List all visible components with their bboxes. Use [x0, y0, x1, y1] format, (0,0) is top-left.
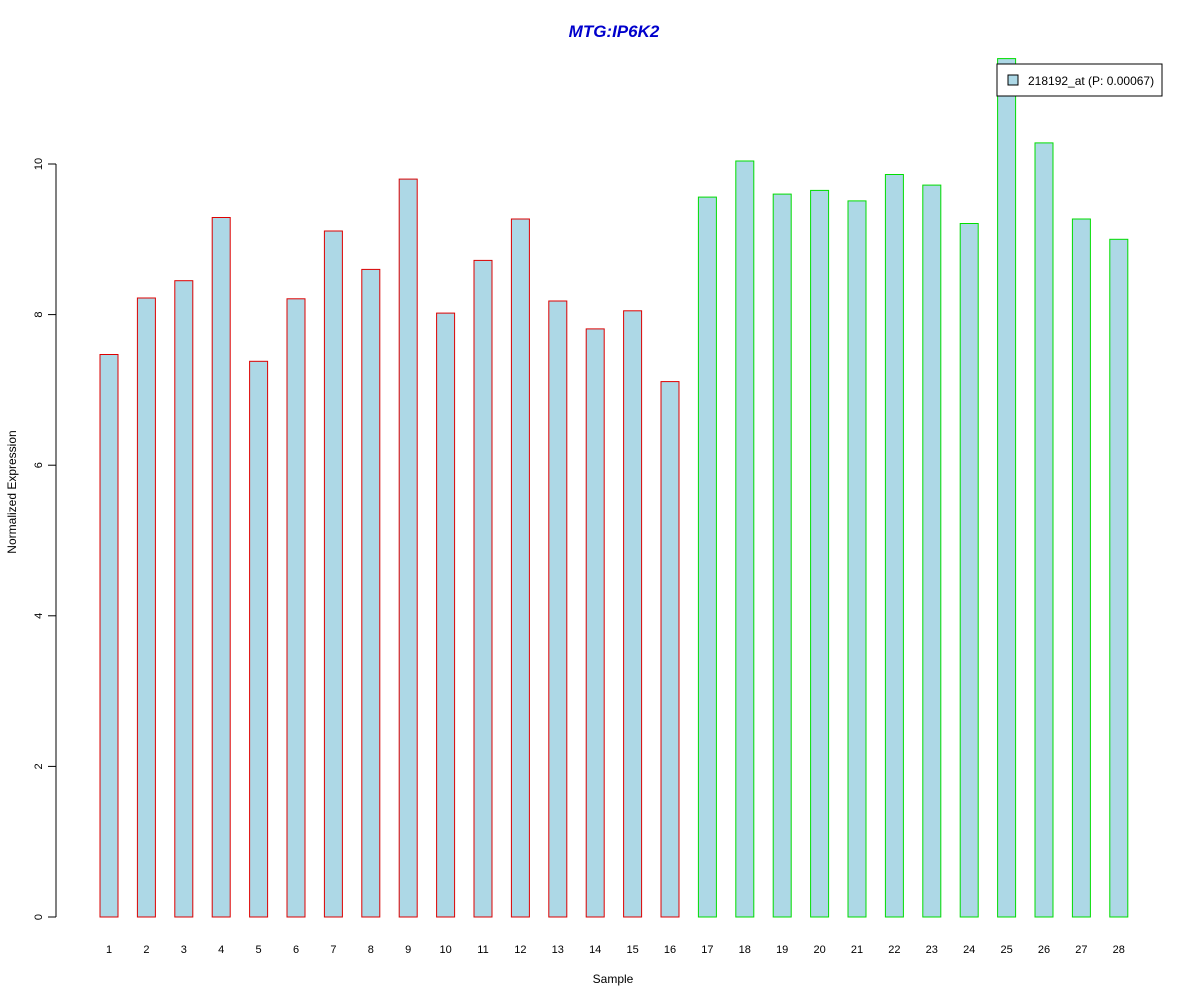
x-tick-label: 19 [776, 944, 788, 956]
bar-sample-25 [997, 58, 1017, 918]
chart-title: MTG:IP6K2 [569, 22, 660, 41]
bar-sample-10 [436, 312, 456, 918]
y-tick-label: 10 [33, 158, 45, 170]
x-tick-label: 23 [926, 944, 938, 956]
bar-sample-23 [922, 184, 942, 918]
x-tick-label: 1 [106, 944, 112, 956]
x-tick-label: 7 [330, 944, 336, 956]
x-tick-label: 10 [439, 944, 451, 956]
y-axis-title: Normalized Expression [5, 430, 19, 553]
bar-sample-16 [660, 381, 680, 918]
bar-sample-14 [585, 328, 605, 918]
bar-sample-27 [1071, 218, 1091, 918]
legend-entry-label: 218192_at (P: 0.00067) [1028, 74, 1154, 88]
y-tick-label: 4 [33, 613, 45, 619]
x-tick-label: 28 [1113, 944, 1125, 956]
x-tick-label: 27 [1075, 944, 1087, 956]
x-tick-label: 5 [256, 944, 262, 956]
bar-sample-6 [286, 298, 306, 918]
bars [99, 58, 1129, 918]
x-tick-labels: 1 2 3 4 5 6 7 8 9 10 11 12 13 14 15 16 17 18 19 20 21 22 23 24 2… [106, 944, 1125, 956]
x-tick-label: 18 [739, 944, 751, 956]
x-tick-label: 26 [1038, 944, 1050, 956]
bar-sample-8 [361, 268, 381, 918]
x-tick-label: 14 [589, 944, 601, 956]
bar-sample-15 [623, 310, 643, 918]
x-tick-label: 22 [888, 944, 900, 956]
bar-sample-13 [548, 300, 568, 918]
x-tick-label: 8 [368, 944, 374, 956]
x-axis-title: Sample [593, 972, 634, 986]
x-tick-label: 12 [514, 944, 526, 956]
bar-sample-17 [697, 196, 717, 918]
bar-sample-20 [810, 189, 830, 918]
legend-swatch [1007, 74, 1019, 86]
x-tick-label: 11 [477, 944, 488, 956]
y-tick-label: 8 [33, 312, 45, 318]
bar-sample-24 [959, 223, 979, 918]
y-tick-label: 2 [33, 763, 45, 769]
y-tick-label: 0 [33, 914, 45, 920]
x-tick-label: 21 [851, 944, 863, 956]
legend: 218192_at (P: 0.00067) [996, 63, 1163, 97]
y-tick-label: 6 [33, 462, 45, 468]
x-tick-label: 2 [143, 944, 149, 956]
x-tick-label: 17 [701, 944, 713, 956]
bar-sample-12 [510, 218, 530, 918]
bar-sample-18 [735, 160, 755, 918]
x-tick-label: 3 [181, 944, 187, 956]
x-tick-label: 25 [1000, 944, 1012, 956]
bar-sample-11 [473, 259, 493, 918]
x-tick-label: 4 [218, 944, 224, 956]
bar-sample-28 [1109, 238, 1129, 918]
bar-sample-2 [136, 297, 156, 918]
x-tick-label: 13 [552, 944, 564, 956]
bar-sample-26 [1034, 142, 1054, 918]
bar-sample-3 [174, 280, 194, 918]
bar-sample-22 [884, 174, 904, 918]
x-tick-label: 24 [963, 944, 975, 956]
x-tick-label: 9 [405, 944, 411, 956]
x-tick-label: 6 [293, 944, 299, 956]
x-tick-label: 16 [664, 944, 676, 956]
bar-sample-21 [847, 200, 867, 918]
bar-sample-4 [211, 217, 231, 918]
x-tick-label: 20 [813, 944, 825, 956]
legend-box [996, 63, 1163, 97]
bar-sample-1 [99, 354, 119, 918]
x-tick-label: 15 [626, 944, 638, 956]
bar-sample-9 [398, 178, 418, 918]
y-axis: 0 2 4 6 8 10 [33, 158, 57, 920]
bar-sample-7 [323, 230, 343, 918]
bar-sample-5 [249, 360, 269, 918]
bar-sample-19 [772, 193, 792, 918]
